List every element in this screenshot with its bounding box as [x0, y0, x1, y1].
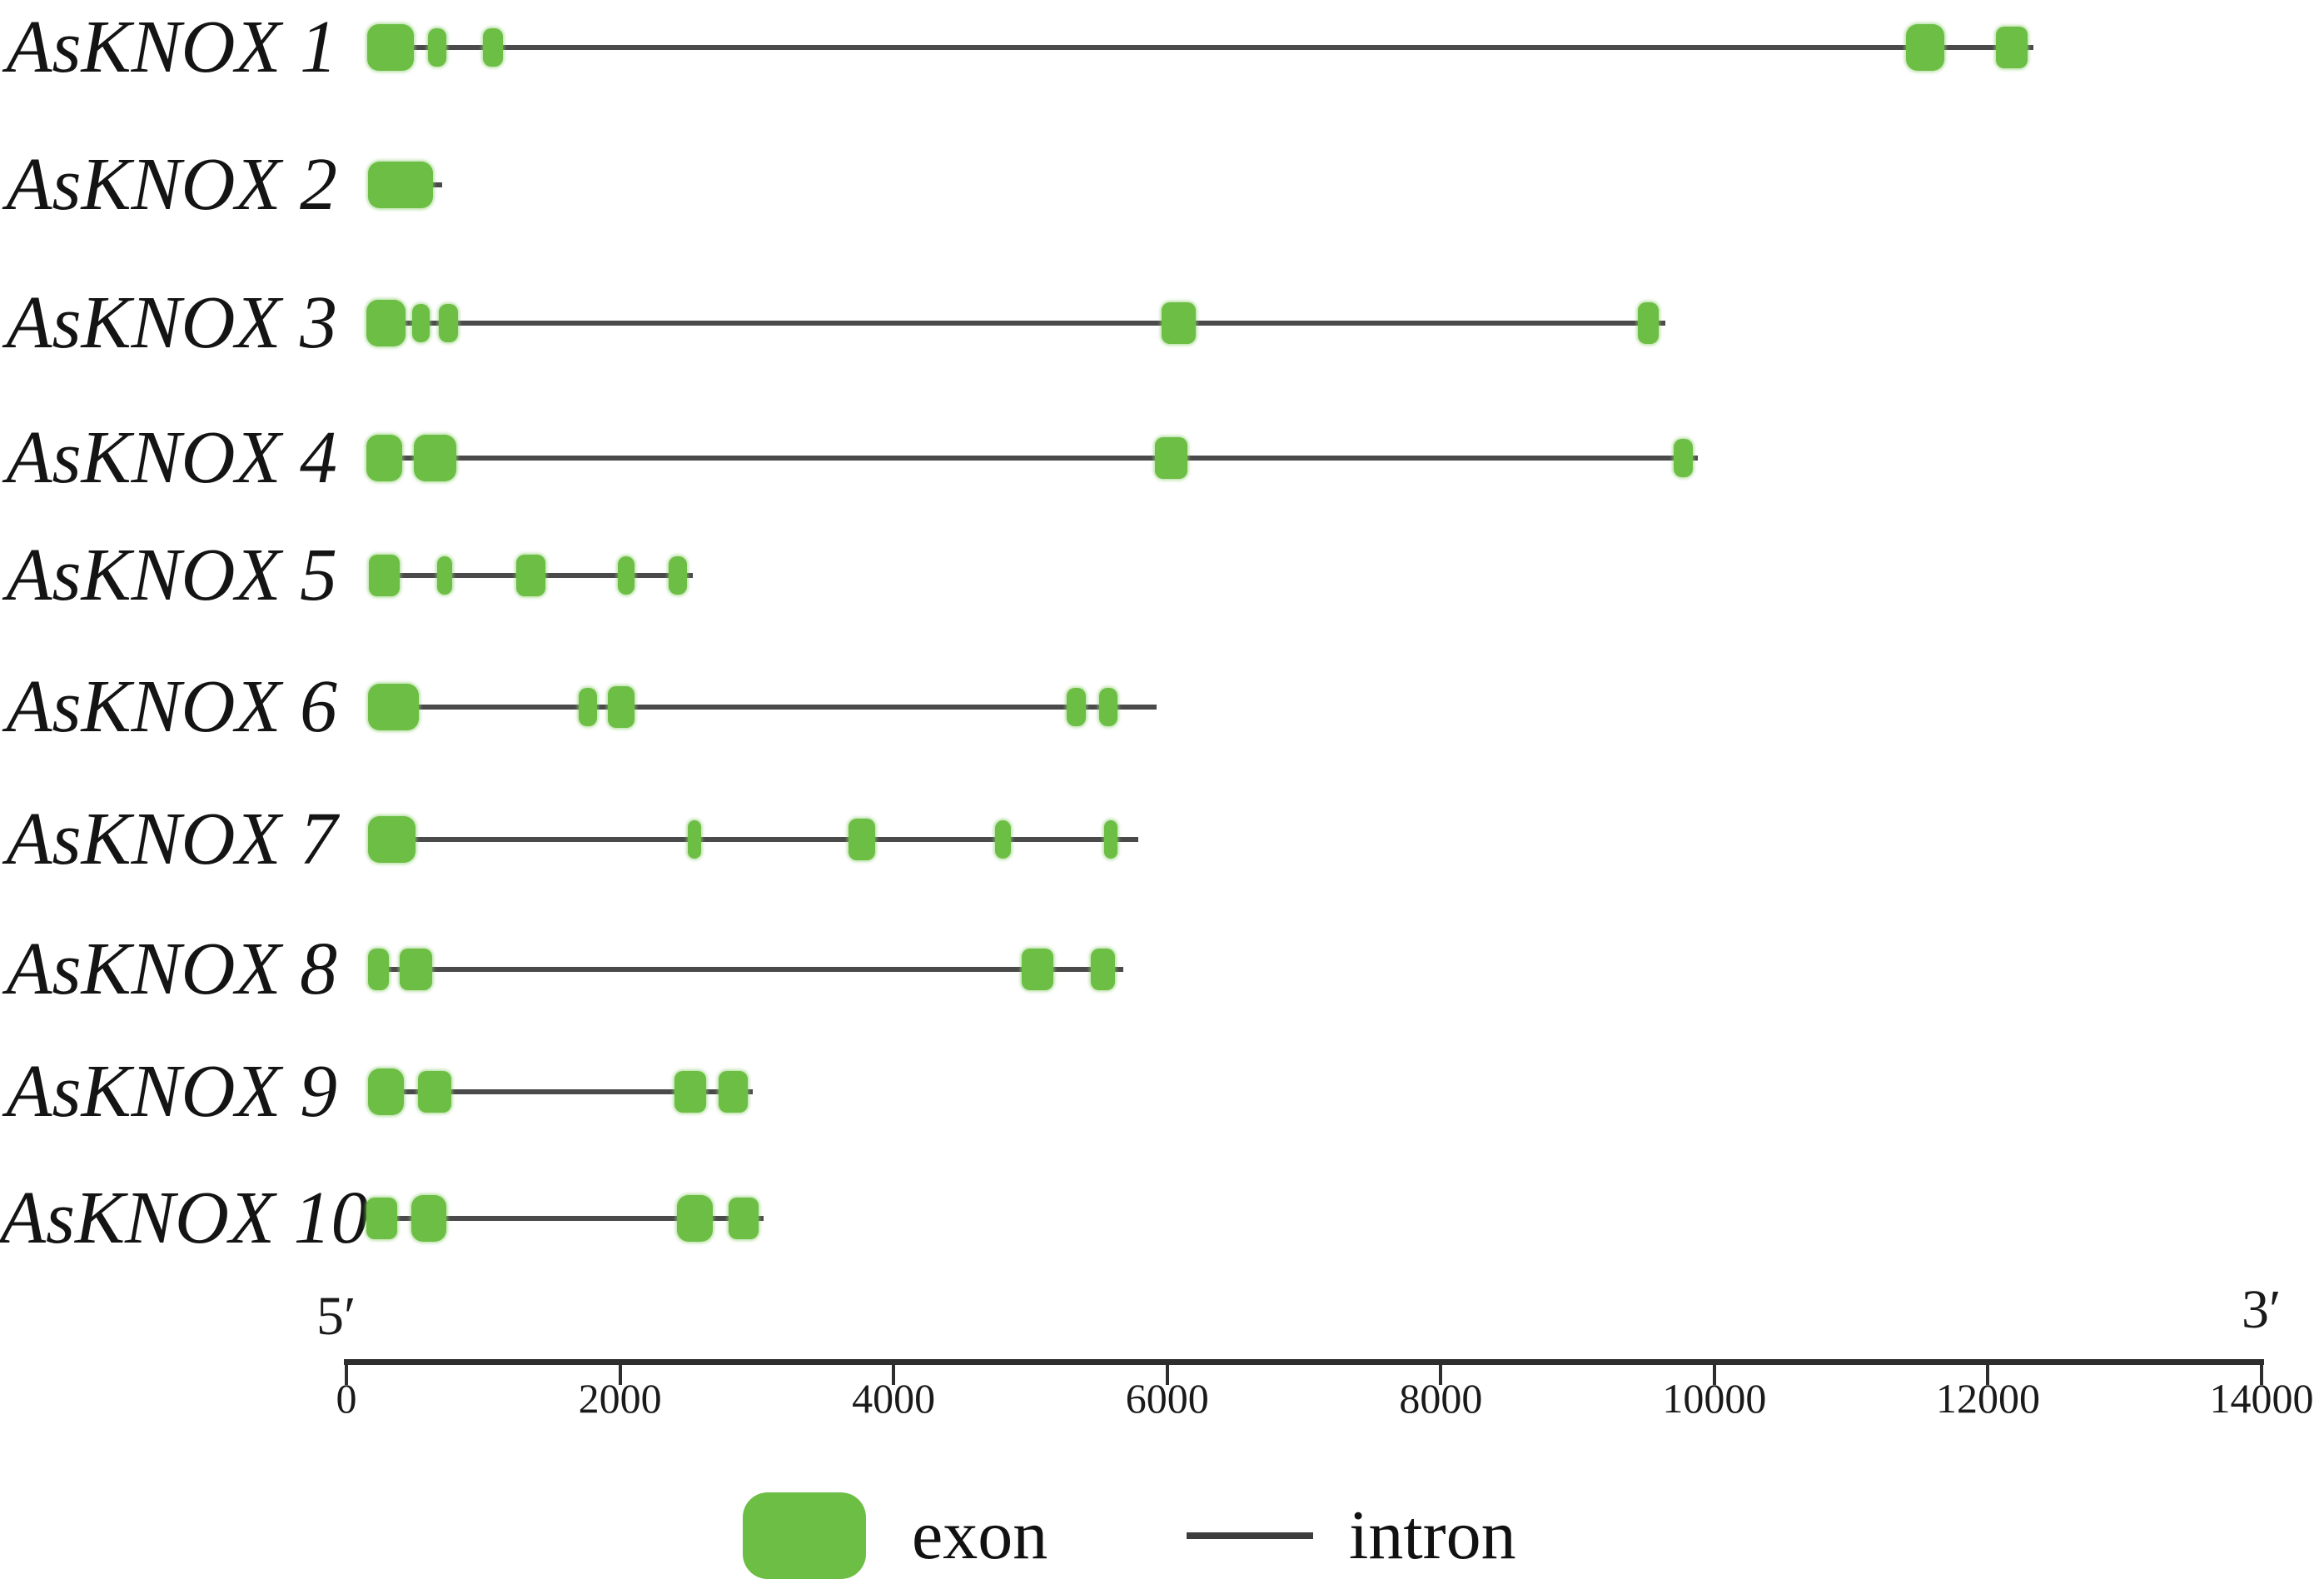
exon [618, 556, 634, 595]
exon [1090, 949, 1116, 990]
exon [1995, 27, 2028, 68]
exon [368, 162, 434, 208]
intron-line [368, 1089, 753, 1094]
gene-name-label: AsKNOX 4 [6, 416, 337, 499]
axis-tick [2260, 1365, 2264, 1385]
exon [369, 555, 401, 596]
axis-tick-label: 8000 [1399, 1375, 1483, 1422]
axis-tick [618, 1365, 622, 1385]
exon [1021, 949, 1053, 990]
gene-name-label: AsKNOX 5 [6, 534, 337, 616]
exon [437, 556, 453, 595]
three-prime-label: 3′ [2242, 1279, 2282, 1340]
exon [515, 555, 546, 596]
gene-name-label: AsKNOX 7 [6, 798, 337, 880]
exon [418, 1071, 451, 1113]
axis-tick [892, 1365, 896, 1385]
exon [368, 949, 389, 990]
exon [368, 684, 420, 730]
axis-tick-label: 14000 [2209, 1375, 2314, 1422]
gene-name-label: AsKNOX 1 [6, 6, 337, 88]
axis-line [344, 1359, 2265, 1365]
intron-line [366, 45, 2033, 50]
exon [411, 304, 430, 342]
intron-swatch-icon [1187, 1532, 1313, 1539]
axis-tick-label: 12000 [1935, 1375, 2040, 1422]
five-prime-label: 5′ [316, 1286, 356, 1347]
exon [1673, 439, 1694, 477]
exon [368, 816, 416, 863]
exon [1066, 688, 1086, 726]
axis-tick [1712, 1365, 1716, 1385]
intron-line [368, 705, 1157, 710]
axis-tick-label: 4000 [852, 1375, 936, 1422]
exon [607, 686, 634, 728]
exon [411, 1195, 446, 1242]
gene-name-label: AsKNOX 3 [6, 281, 337, 364]
gene-name-label: AsKNOX 10 [0, 1177, 369, 1259]
exon [366, 300, 406, 346]
exon [400, 949, 432, 990]
exon [579, 688, 597, 726]
exon [994, 820, 1011, 859]
exon [368, 1068, 404, 1115]
exon [687, 820, 702, 859]
exon [676, 1195, 714, 1242]
exon [674, 1071, 707, 1113]
exon [1905, 24, 1944, 71]
exon [1154, 437, 1188, 479]
exon [366, 435, 403, 481]
gene-name-label: AsKNOX 6 [6, 665, 337, 748]
exon [729, 1198, 759, 1239]
exon [366, 1198, 397, 1239]
axis-tick [1986, 1365, 1990, 1385]
exon [668, 556, 688, 595]
exon [438, 304, 458, 342]
exon [427, 28, 446, 67]
legend-intron-label: intron [1349, 1497, 1516, 1574]
intron-line [366, 456, 1699, 461]
exon [366, 24, 415, 71]
intron-line [366, 321, 1665, 326]
intron-line [368, 967, 1124, 972]
axis-tick-label: 0 [336, 1375, 357, 1422]
exon [413, 435, 457, 481]
exon [1098, 688, 1117, 726]
axis-tick [1165, 1365, 1169, 1385]
exon [483, 28, 504, 67]
intron-line [366, 1216, 764, 1221]
exon [1162, 302, 1197, 344]
gene-name-label: AsKNOX 9 [6, 1050, 337, 1133]
gene-name-label: AsKNOX 2 [6, 143, 337, 226]
axis-tick [345, 1365, 348, 1385]
legend-exon-label: exon [912, 1497, 1048, 1574]
exon [848, 819, 875, 860]
gene-name-label: AsKNOX 8 [6, 928, 337, 1010]
exon [1637, 302, 1659, 344]
intron-line [368, 837, 1139, 842]
exon-swatch-icon [743, 1492, 866, 1579]
axis-tick-label: 2000 [578, 1375, 662, 1422]
exon [1104, 820, 1117, 859]
axis-tick [1439, 1365, 1443, 1385]
exon [718, 1071, 749, 1113]
axis-tick-label: 10000 [1662, 1375, 1767, 1422]
legend: exon intron [0, 1489, 2324, 1584]
axis-tick-label: 6000 [1125, 1375, 1209, 1422]
